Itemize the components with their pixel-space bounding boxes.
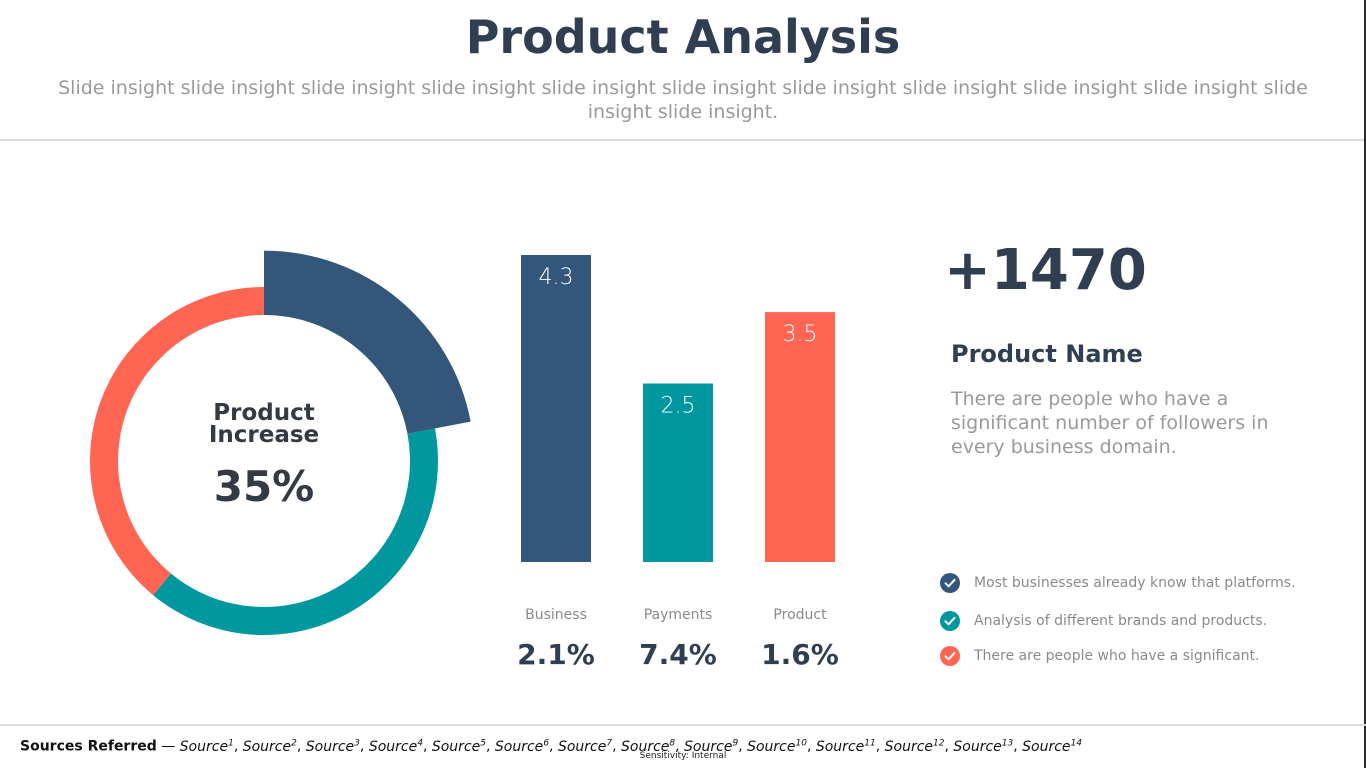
sources-list: Source1, Source2, Source3, Source4, Sour…	[179, 738, 1083, 755]
sensitivity-label: Sensitivity: Internal	[639, 751, 727, 761]
source-ref: Source6	[494, 738, 550, 755]
bar	[643, 383, 713, 562]
source-ref: Source1	[179, 738, 234, 755]
bar-category-label: Payments	[643, 607, 713, 623]
source-ref: Source8	[621, 738, 676, 755]
pie-slice	[90, 287, 264, 596]
source-ref: Source11	[815, 738, 876, 755]
bar-value-label: 4.3	[539, 265, 574, 290]
list-item: There are people who have a significant.	[940, 645, 1259, 667]
list-item: Most businesses already know that platfo…	[940, 572, 1296, 594]
bar-percent-label: 2.1%	[517, 638, 595, 671]
bar-category-label: Business	[525, 607, 587, 623]
source-ref: Source13	[953, 738, 1014, 755]
slide-subtitle: Slide insight slide insight slide insigh…	[58, 77, 1308, 123]
source-ref: Source10	[747, 738, 807, 755]
list-item-text: Analysis of different brands and product…	[974, 613, 1268, 629]
check-circle-icon	[940, 573, 960, 593]
donut-center-value: 35%	[213, 462, 315, 511]
bar-value-label: 3.5	[783, 322, 818, 347]
bar-percent-label: 7.4%	[639, 638, 717, 671]
bottom-divider	[0, 724, 1366, 726]
donut-chart	[90, 250, 471, 635]
pie-slice	[153, 428, 438, 635]
source-ref: Source12	[884, 738, 945, 755]
slide-title: Product Analysis	[465, 10, 901, 64]
bar	[765, 312, 835, 562]
source-ref: Source5	[431, 738, 486, 755]
product-description: There are people who have a significant …	[951, 388, 1269, 458]
bar-percent-label: 1.6%	[761, 638, 839, 671]
check-circle-icon	[940, 646, 960, 666]
pie-slice	[264, 250, 471, 434]
top-divider	[0, 139, 1366, 141]
bar-value-label: 2.5	[661, 394, 696, 419]
product-name: Product Name	[951, 340, 1143, 368]
big-number: +1470	[944, 238, 1147, 303]
right-edge-line	[1364, 0, 1366, 768]
list-item-text: Most businesses already know that platfo…	[974, 575, 1296, 591]
list-item: Analysis of different brands and product…	[940, 610, 1267, 632]
donut-center-label: Product Increase	[208, 400, 320, 448]
source-ref: Source14	[1022, 738, 1083, 755]
bar-chart: 4.3 2.5 3.5	[521, 255, 835, 562]
source-ref: Source7	[557, 738, 613, 755]
source-ref: Source2	[242, 738, 297, 755]
sources-dash: —	[156, 738, 180, 755]
source-ref: Source9	[684, 738, 739, 755]
sources-line: Sources Referred — Source1, Source2, Sou…	[20, 738, 1082, 755]
check-circle-icon	[940, 611, 960, 631]
sources-label: Sources Referred	[20, 738, 157, 755]
source-ref: Source3	[305, 738, 360, 755]
source-ref: Source4	[368, 738, 423, 755]
bar-category-label: Product	[773, 607, 827, 623]
list-item-text: There are people who have a significant.	[974, 648, 1260, 664]
bar	[521, 255, 591, 562]
